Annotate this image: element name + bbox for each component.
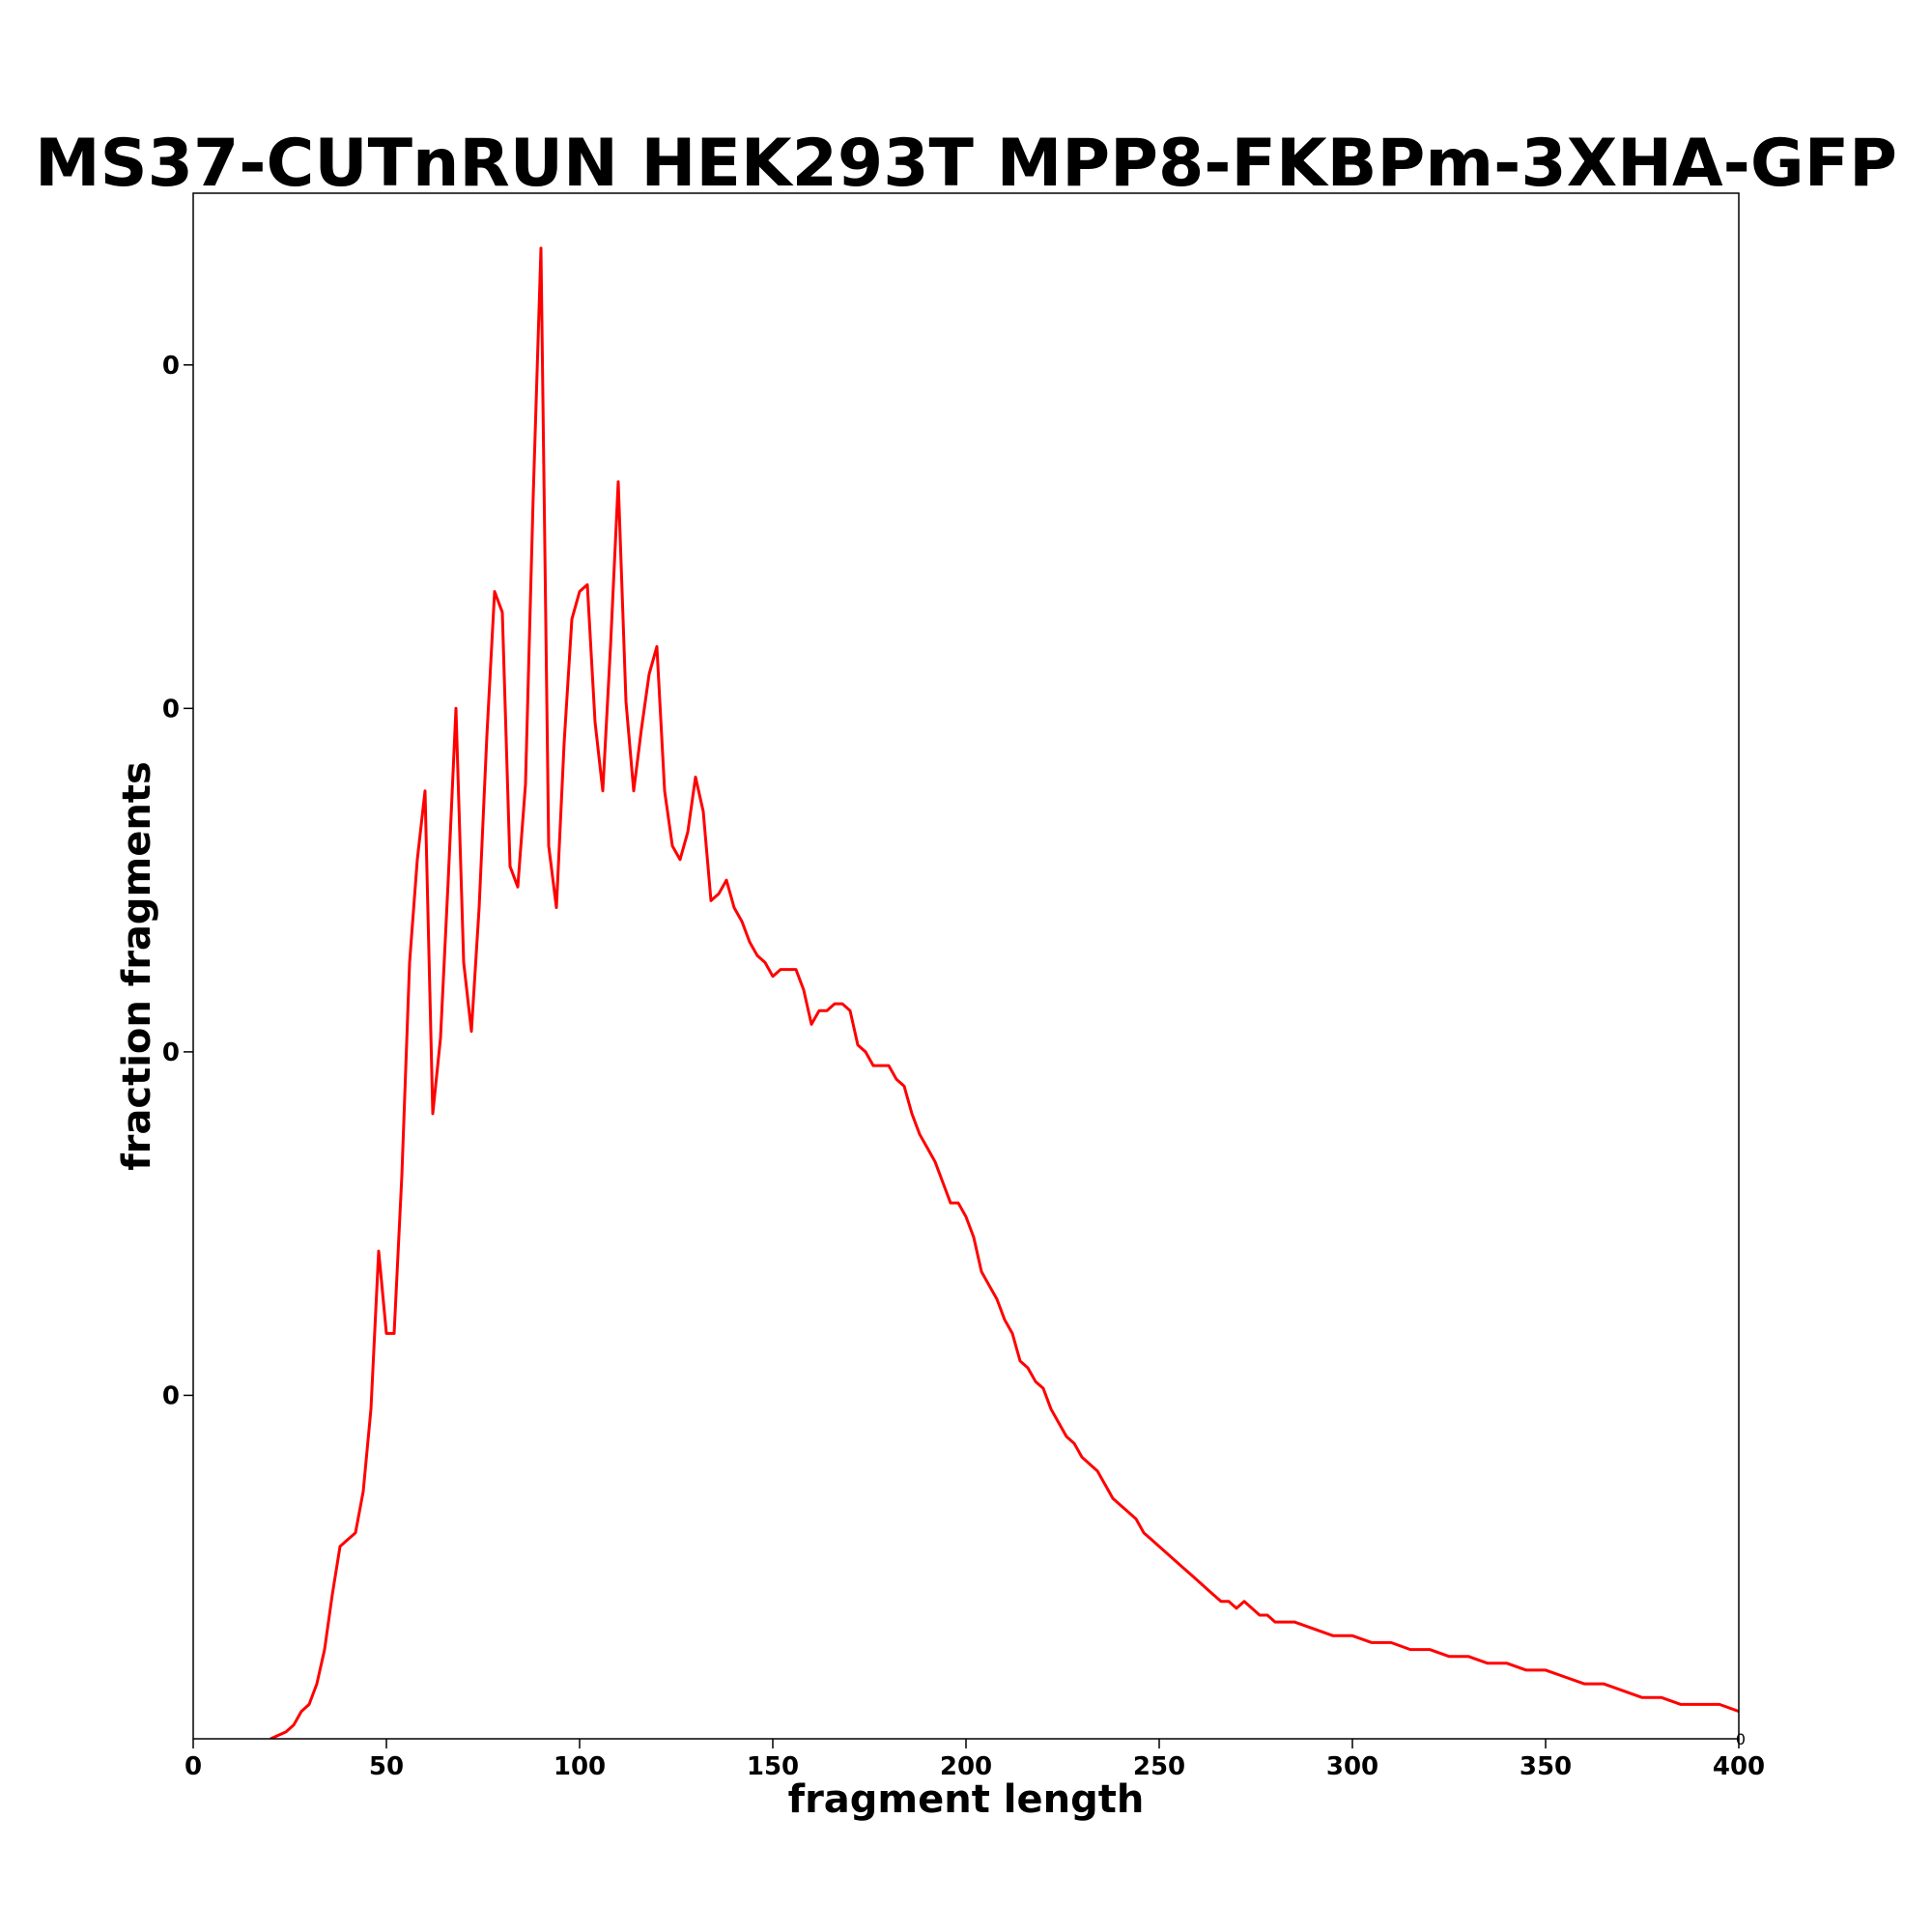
x-axis-label: fragment length [788,1777,1145,1822]
x-tick-label: 300 [1326,1752,1378,1781]
y-tick-label: 0 [162,1381,180,1410]
x-axis: 0 50 100 150 200 250 300 350 400 [185,1739,1765,1781]
y-axis: 0 0 0 0 [162,352,193,1410]
y-tick-label: 0 [162,352,180,381]
x-tick-label: 100 [554,1752,606,1781]
y-axis-label: fraction fragments [115,761,159,1171]
x-tick-label: 150 [747,1752,799,1781]
y-tick-label: 0 [162,695,180,724]
series-line-0 [270,246,1739,1739]
x-tick-label: 250 [1133,1752,1185,1781]
x-tick-label: 50 [369,1752,404,1781]
x-tick-label: 400 [1713,1752,1765,1781]
x-tick-label: 350 [1520,1752,1572,1781]
x-axis-corner-label: 0 [1736,1730,1746,1748]
chart-title: MS37-CUTnRUN HEK293T MPP8-FKBPm-3XHA-GFP [35,126,1897,202]
plot-area [270,246,1739,1739]
x-tick-label: 200 [940,1752,992,1781]
x-tick-label: 0 [185,1752,202,1781]
y-tick-label: 0 [162,1038,180,1067]
